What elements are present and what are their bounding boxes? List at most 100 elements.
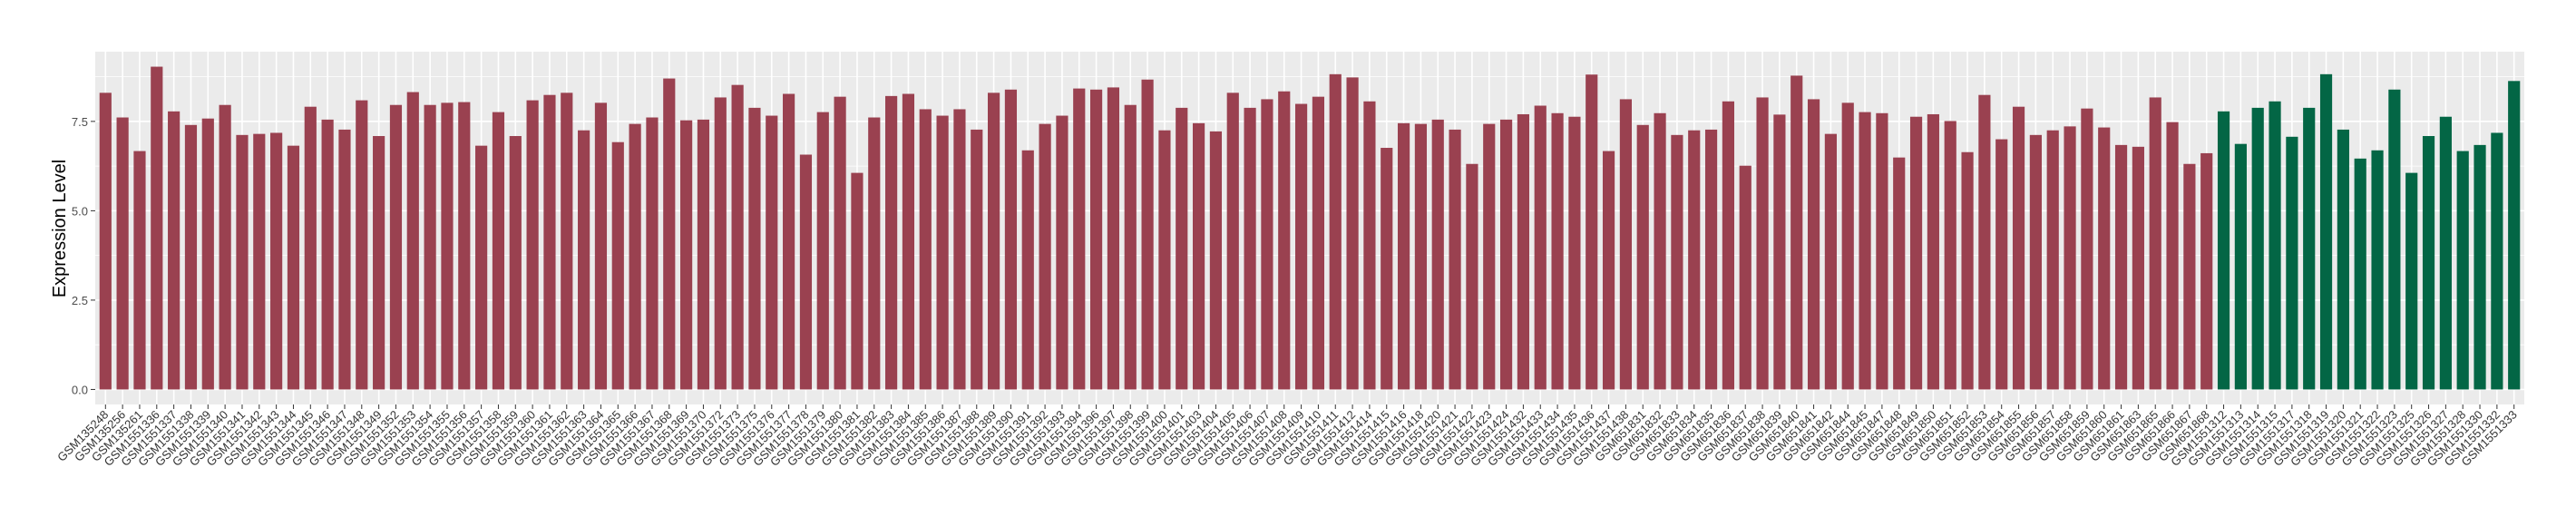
bar	[2422, 136, 2435, 390]
bar	[868, 117, 881, 390]
bar	[2183, 163, 2196, 390]
bar	[338, 129, 351, 390]
bar	[509, 136, 522, 390]
bar	[424, 104, 436, 390]
bar	[1568, 116, 1581, 390]
bar	[2371, 150, 2384, 390]
bar	[356, 100, 368, 390]
bar	[1004, 89, 1018, 390]
bar	[184, 124, 198, 390]
bar	[1261, 99, 1273, 390]
bar	[373, 136, 385, 390]
bar	[1602, 151, 1615, 390]
bar	[2474, 144, 2486, 390]
bar	[2491, 132, 2503, 390]
bar	[578, 130, 590, 390]
bar	[2166, 122, 2179, 390]
bar	[389, 104, 403, 390]
bar	[1056, 115, 1068, 390]
bar	[1158, 130, 1171, 390]
bar	[561, 93, 573, 390]
bar	[2251, 107, 2264, 390]
bar	[2303, 107, 2316, 390]
bar	[151, 66, 163, 390]
bar	[2012, 106, 2025, 390]
bar	[748, 107, 761, 390]
bar	[1944, 121, 1956, 390]
bar	[1209, 131, 1223, 390]
bar	[1773, 114, 1786, 390]
bar	[766, 115, 778, 390]
bar	[1414, 123, 1428, 390]
bar	[971, 129, 983, 390]
bar	[1961, 151, 1974, 390]
bar	[2456, 151, 2469, 390]
y-tick-label: 7.5	[72, 115, 88, 129]
bar	[731, 84, 744, 390]
bar	[1688, 130, 1701, 390]
bar	[1859, 112, 1871, 390]
y-tick-label: 5.0	[72, 204, 88, 218]
bar	[697, 119, 710, 390]
bar	[1124, 104, 1137, 390]
bar	[919, 109, 932, 390]
bar	[1329, 73, 1342, 390]
bar	[1654, 112, 1666, 390]
bar	[799, 154, 813, 390]
bar	[2439, 116, 2452, 390]
bar	[116, 117, 129, 390]
bar	[1381, 148, 1393, 390]
bar	[1483, 123, 1496, 390]
bar	[1619, 99, 1632, 390]
bar	[1636, 124, 1649, 390]
bars	[99, 66, 2521, 390]
bar	[2217, 111, 2230, 390]
bar	[1722, 101, 1734, 390]
bar	[2405, 172, 2418, 390]
bar	[834, 96, 846, 390]
bar	[902, 93, 915, 390]
bar	[2286, 136, 2298, 390]
bar	[1244, 107, 1256, 390]
bar	[168, 111, 181, 390]
bar	[629, 123, 641, 390]
bar	[2508, 81, 2521, 390]
x-axis: GSM135248GSM135256GSM135261GSM1551336GSM…	[54, 404, 2520, 469]
bar	[133, 151, 146, 390]
y-tick-label: 0.0	[72, 383, 88, 396]
bar	[1312, 96, 1325, 390]
bar	[99, 93, 112, 390]
bar	[885, 95, 898, 390]
bar	[1466, 163, 1478, 390]
bar	[219, 104, 231, 390]
bar	[1176, 107, 1188, 390]
bar	[543, 94, 556, 390]
bar	[236, 134, 249, 390]
bar	[783, 93, 795, 390]
bar	[287, 145, 300, 390]
bar	[2200, 152, 2213, 390]
bar	[2098, 127, 2111, 390]
bar	[2269, 101, 2281, 390]
bar	[253, 133, 266, 390]
bar	[1431, 119, 1444, 390]
bar	[1517, 113, 1529, 390]
bar	[1039, 123, 1051, 390]
bar	[1791, 75, 1803, 390]
bar	[988, 93, 1000, 390]
bar	[2064, 126, 2076, 390]
bar	[1107, 87, 1120, 390]
bar	[680, 120, 693, 390]
y-axis-title: Expression Level	[50, 160, 70, 297]
bar	[1534, 105, 1547, 390]
y-axis: 0.0 2.5 5.0 7.5	[72, 115, 95, 396]
bar	[1807, 99, 1820, 390]
bar	[441, 102, 454, 390]
bar	[1704, 129, 1718, 390]
bar	[2046, 130, 2059, 390]
bar	[663, 78, 676, 390]
bar	[2388, 89, 2401, 390]
bar	[714, 97, 727, 390]
bar	[304, 106, 317, 390]
